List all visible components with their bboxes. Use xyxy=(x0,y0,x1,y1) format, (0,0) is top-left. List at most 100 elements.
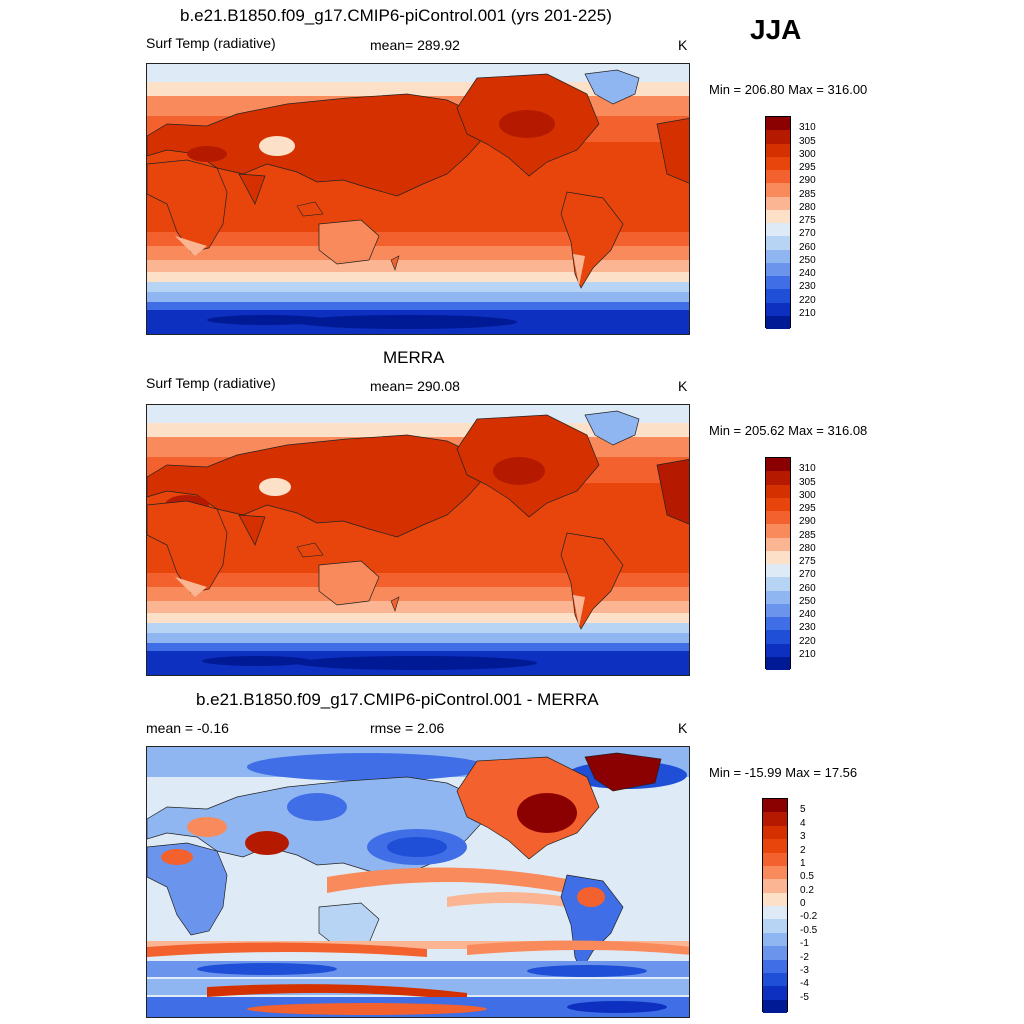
panel3-rmse-label: rmse = 2.06 xyxy=(370,720,445,736)
colorbar-swatch xyxy=(763,839,787,853)
colorbar-swatch xyxy=(766,524,790,538)
panel1-minmax: Min = 206.80 Max = 316.00 xyxy=(709,82,868,97)
colorbar-tick-label: 280 xyxy=(799,542,816,554)
colorbar-tick-label: 305 xyxy=(799,476,816,488)
panel2-minmax: Min = 205.62 Max = 316.08 xyxy=(709,423,868,438)
panel2-title: MERRA xyxy=(383,348,445,367)
colorbar-tick-label: 310 xyxy=(799,122,816,134)
colorbar-tick-label: 295 xyxy=(799,503,816,514)
colorbar-swatch xyxy=(766,315,790,329)
panel3-colorbar xyxy=(762,798,788,1013)
panel2-colorbar-swatches xyxy=(765,457,791,670)
colorbar-tick-label: 280 xyxy=(799,201,816,213)
colorbar-tick-label: 0.5 xyxy=(800,871,814,883)
colorbar-swatch xyxy=(766,590,790,604)
colorbar-swatch xyxy=(763,932,787,947)
panel3-title: b.e21.B1850.f09_g17.CMIP6-piControl.001 … xyxy=(196,690,599,709)
colorbar-swatch xyxy=(766,577,790,591)
colorbar-swatch xyxy=(763,999,787,1013)
colorbar-tick-label: 4 xyxy=(800,817,806,829)
colorbar-swatch xyxy=(766,289,790,303)
colorbar-swatch xyxy=(763,946,787,960)
colorbar-tick-label: 300 xyxy=(799,148,816,160)
colorbar-tick-label: 290 xyxy=(799,175,816,187)
colorbar-swatch xyxy=(766,170,790,184)
colorbar-tick-label: 285 xyxy=(799,188,816,200)
panel1-variable-label: Surf Temp (radiative) xyxy=(146,35,276,51)
colorbar-swatch xyxy=(763,906,787,920)
colorbar-swatch xyxy=(766,511,790,525)
colorbar-tick-label: 220 xyxy=(799,294,816,306)
colorbar-swatch xyxy=(763,919,787,933)
colorbar-swatch xyxy=(766,617,790,631)
colorbar-tick-label: -0.2 xyxy=(800,911,818,923)
colorbar-swatch xyxy=(763,986,787,1000)
colorbar-tick-label: 250 xyxy=(799,595,816,607)
colorbar-swatch xyxy=(766,196,790,210)
panel2-colorbar-ticks: 310 305 300 295 290 285 280 275 270 260 250 240 230 2… xyxy=(799,457,839,669)
colorbar-tick-label: 0 xyxy=(800,898,806,909)
colorbar-swatch xyxy=(763,972,787,987)
colorbar-tick-label: 295 xyxy=(799,162,816,173)
panel1-map xyxy=(146,63,690,335)
colorbar-swatch xyxy=(763,825,787,840)
panel2-variable-label: Surf Temp (radiative) xyxy=(146,375,276,391)
panel1-colorbar xyxy=(765,116,791,329)
colorbar-swatch xyxy=(766,143,790,157)
colorbar-swatch xyxy=(766,236,790,250)
colorbar-swatch xyxy=(766,630,790,644)
colorbar-tick-label: 290 xyxy=(799,516,816,528)
colorbar-swatch xyxy=(766,471,790,485)
colorbar-tick-label: 210 xyxy=(799,307,816,319)
colorbar-swatch xyxy=(766,223,790,237)
panel3-colorbar-swatches xyxy=(762,798,788,1013)
colorbar-tick-label: 220 xyxy=(799,635,816,647)
colorbar-tick-label: -1 xyxy=(800,938,809,950)
colorbar-tick-label: 230 xyxy=(799,622,816,634)
colorbar-tick-label: 250 xyxy=(799,254,816,266)
colorbar-tick-label: -4 xyxy=(800,978,809,990)
colorbar-swatch xyxy=(766,484,790,498)
colorbar-tick-label: 260 xyxy=(799,582,816,594)
colorbar-swatch xyxy=(766,564,790,578)
colorbar-swatch xyxy=(763,799,787,813)
colorbar-tick-label: 3 xyxy=(800,831,806,843)
colorbar-tick-label: 275 xyxy=(799,215,816,226)
colorbar-swatch xyxy=(766,458,790,472)
colorbar-tick-label: 0.2 xyxy=(800,884,814,896)
panel2-mean-label: mean= 290.08 xyxy=(370,378,460,394)
colorbar-tick-label: 270 xyxy=(799,228,816,240)
colorbar-swatch xyxy=(766,262,790,276)
colorbar-tick-label: 240 xyxy=(799,268,816,279)
colorbar-swatch xyxy=(766,643,790,657)
colorbar-swatch xyxy=(766,550,790,564)
panel3-units: K xyxy=(678,720,688,736)
colorbar-tick-label: 210 xyxy=(799,648,816,660)
colorbar-swatch xyxy=(766,302,790,316)
panel1-units: K xyxy=(678,37,688,53)
panel2-colorbar xyxy=(765,457,791,670)
colorbar-swatch xyxy=(766,183,790,197)
colorbar-tick-label: 270 xyxy=(799,569,816,581)
panel1-mean-label: mean= 289.92 xyxy=(370,37,460,53)
panel3-mean-label: mean = -0.16 xyxy=(146,720,229,736)
colorbar-tick-label: 230 xyxy=(799,281,816,293)
colorbar-swatch xyxy=(763,865,787,880)
colorbar-tick-label: 240 xyxy=(799,609,816,620)
colorbar-tick-label: -5 xyxy=(800,991,809,1003)
panel2-units: K xyxy=(678,378,688,394)
colorbar-swatch xyxy=(763,812,787,826)
colorbar-tick-label: 2 xyxy=(800,844,806,856)
panel3-colorbar-ticks: 5 4 3 2 1 0.5 0.2 0 -0.2 -0.5 -1 -2 -3 -4 -5 xyxy=(800,798,840,1012)
colorbar-tick-label: 260 xyxy=(799,241,816,253)
season-label: JJA xyxy=(750,14,802,45)
colorbar-swatch xyxy=(766,156,790,170)
colorbar-swatch xyxy=(766,497,790,511)
colorbar-tick-label: 275 xyxy=(799,556,816,567)
colorbar-swatch xyxy=(766,117,790,131)
colorbar-tick-label: 300 xyxy=(799,489,816,501)
panel1-colorbar-swatches xyxy=(765,116,791,329)
colorbar-swatch xyxy=(766,209,790,223)
colorbar-swatch xyxy=(766,276,790,290)
colorbar-swatch xyxy=(763,879,787,893)
